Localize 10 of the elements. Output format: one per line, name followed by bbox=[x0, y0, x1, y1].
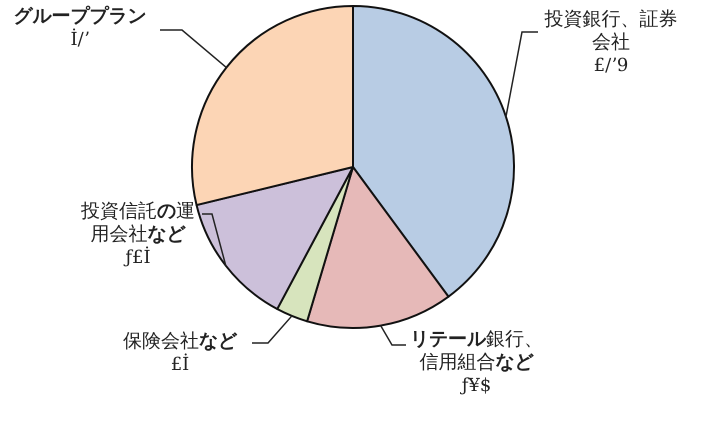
slice-label: リテール銀行、信用組合など bbox=[409, 328, 544, 374]
slice-label: 保険会社など bbox=[122, 330, 238, 353]
category-label: 投資信託の運用会社など bbox=[81, 200, 195, 245]
data-label: ƒ£İ bbox=[122, 246, 152, 269]
data-label: ƒ¥$ bbox=[459, 374, 492, 397]
data-label: £İ bbox=[170, 353, 190, 376]
data-label: £/ʼ9 bbox=[592, 54, 630, 77]
slice-label: 投資銀行、証券会社 bbox=[544, 8, 678, 54]
data-label: İ/ʼ bbox=[70, 28, 90, 51]
slice-label: グループプラン bbox=[14, 5, 146, 27]
